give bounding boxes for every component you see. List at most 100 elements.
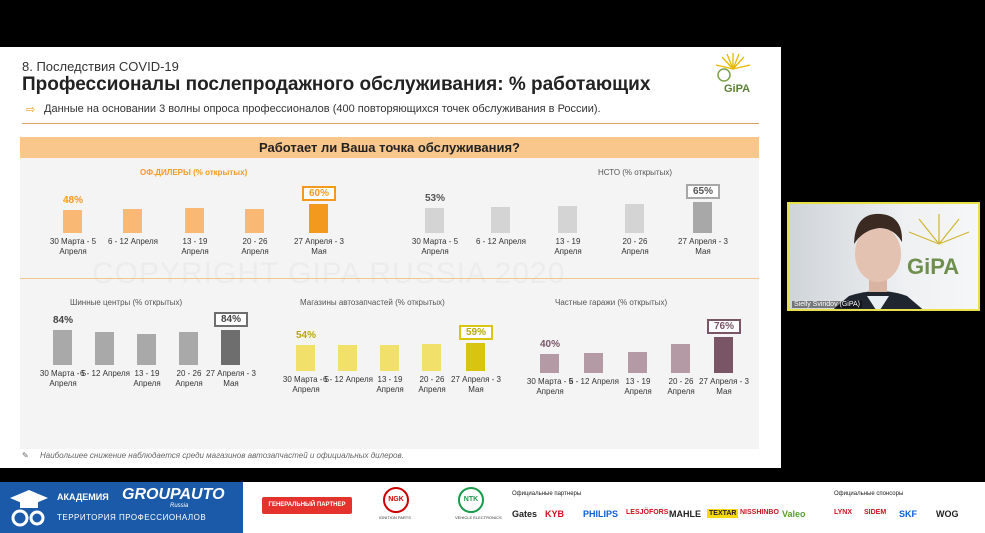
official-sponsors-label: Официальные спонсоры	[834, 491, 904, 497]
chart-bar	[137, 334, 156, 365]
chart-bar	[671, 344, 690, 373]
chart-bar	[628, 352, 647, 373]
data-label: 53%	[424, 193, 445, 204]
presenter-video: GiPA	[833, 213, 970, 309]
chart-bar	[338, 345, 357, 371]
chart-bar	[558, 206, 577, 233]
x-tick-label: 6 - 12 Апреля	[569, 377, 619, 386]
chart-bar	[625, 204, 644, 233]
chart-bar	[123, 209, 142, 233]
chart-bar	[466, 343, 485, 371]
chart-bar	[63, 210, 82, 233]
chart-title: ОФ.ДИЛЕРЫ (% открытых)	[140, 168, 248, 177]
panel-divider	[20, 278, 759, 279]
chart-bar	[179, 332, 198, 365]
slide-title: Профессионалы послепродажного обслуживан…	[22, 74, 651, 95]
x-tick-label: 30 Марта - 5 Апреля	[39, 369, 87, 388]
chart-bar	[53, 330, 72, 365]
x-tick-label: 13 - 19 Апреля	[376, 375, 404, 394]
partner-logo: Gates	[512, 509, 538, 519]
x-tick-label: 13 - 19 Апреля	[624, 377, 652, 396]
x-tick-label: 27 Апреля - 3 Мая	[699, 377, 749, 396]
x-tick-label: 20 - 26 Апреля	[621, 237, 649, 256]
sponsor-logo: SKF	[899, 509, 917, 519]
chart-bar	[95, 332, 114, 365]
academy-tagline: ТЕРРИТОРИЯ ПРОФЕССИОНАЛОВ	[57, 513, 207, 522]
footnote: Наибольшее снижение наблюдается среди ма…	[40, 451, 404, 460]
x-tick-label: 30 Марта - 5 Апреля	[49, 237, 97, 256]
presentation-slide: 8. Последствия COVID-19 Профессионалы по…	[0, 47, 781, 468]
x-tick-label: 20 - 26 Апреля	[175, 369, 203, 388]
x-tick-label: 6 - 12 Апреля	[108, 237, 158, 246]
ntk-logo: NTK	[458, 487, 484, 513]
graduation-gears-icon	[10, 490, 48, 527]
chart-title: НСТО (% открытых)	[598, 168, 672, 177]
x-tick-label: 6 - 12 Апреля	[476, 237, 526, 246]
chart-bar	[380, 345, 399, 371]
chart-bar	[309, 204, 328, 233]
data-label: 48%	[62, 195, 83, 206]
partner-logo: KYB	[545, 509, 565, 519]
chart-bar	[540, 354, 559, 373]
section-label: 8. Последствия COVID-19	[22, 59, 179, 74]
data-label: 54%	[295, 330, 316, 341]
general-partner-badge: ГЕНЕРАЛЬНЫЙ ПАРТНЕР	[262, 497, 352, 514]
x-tick-label: 13 - 19 Апреля	[554, 237, 582, 256]
x-tick-label: 20 - 26 Апреля	[418, 375, 446, 394]
sponsor-logo: WOG	[936, 509, 959, 519]
partner-logo: LESJÖFORS	[626, 509, 669, 516]
title-rule	[22, 123, 759, 124]
chart-bar	[221, 330, 240, 365]
chart-bar	[245, 209, 264, 233]
partner-logo: TEXTAR	[707, 509, 739, 518]
data-label: 84%	[214, 312, 248, 327]
chart-title: Шинные центры (% открытых)	[70, 298, 183, 307]
webcam-feed: GiPA Sielly Sviridov (GiPA)	[787, 202, 980, 311]
chart-bar	[296, 345, 315, 371]
x-tick-label: 20 - 26 Апреля	[667, 377, 695, 396]
ntk-subtitle: VEHICLE ELECTRONICS	[455, 515, 502, 520]
ngk-subtitle: IGNITION PARTS	[379, 515, 411, 520]
ngk-logo: NGK	[383, 487, 409, 513]
chart-title: Магазины автозапчастей (% открытых)	[300, 298, 445, 307]
data-label: 59%	[459, 325, 493, 340]
note-icon: ✎	[22, 451, 29, 460]
partner-logo: Valeo	[782, 509, 806, 519]
data-label: 76%	[707, 319, 741, 334]
x-tick-label: 6 - 12 Апреля	[323, 375, 373, 384]
chart-bar	[491, 207, 510, 233]
copyright-watermark: COPYRIGHT GIPA RUSSIA 2020	[92, 257, 566, 290]
x-tick-label: 30 Марта - 5 Апреля	[411, 237, 459, 256]
x-tick-label: 30 Марта - 5 Апреля	[526, 377, 574, 396]
partner-logo: PHILIPS	[583, 509, 619, 519]
data-label: 60%	[302, 186, 336, 201]
data-label: 84%	[52, 315, 73, 326]
partner-logo: NISSHINBO	[740, 509, 779, 516]
svg-text:GiPA: GiPA	[907, 254, 959, 279]
arrow-icon: ⇨	[26, 104, 36, 116]
sponsor-logo: LYNX	[834, 509, 853, 516]
academy-label: АКАДЕМИЯ	[57, 492, 109, 502]
data-label: 65%	[686, 184, 720, 199]
groupauto-russia: Russia	[170, 503, 189, 509]
x-tick-label: 27 Апреля - 3 Мая	[206, 369, 256, 388]
x-tick-label: 6 - 12 Апреля	[80, 369, 130, 378]
chart-panel	[20, 137, 759, 449]
academy-block: АКАДЕМИЯ GROUPAUTO Russia ТЕРРИТОРИЯ ПРО…	[0, 482, 243, 533]
chart-bar	[714, 337, 733, 373]
x-tick-label: 20 - 26 Апреля	[241, 237, 269, 256]
x-tick-label: 30 Марта - 5 Апреля	[282, 375, 330, 394]
slide-subtitle: Данные на основании 3 волны опроса профе…	[44, 103, 601, 115]
logo-text: GiPA	[724, 83, 750, 95]
official-partners-label: Официальные партнеры	[512, 491, 582, 497]
x-tick-label: 13 - 19 Апреля	[181, 237, 209, 256]
question-header: Работает ли Ваша точка обслуживания?	[20, 137, 759, 158]
sponsor-logo: SIDEM	[864, 509, 887, 516]
chart-bar	[185, 208, 204, 233]
groupauto-logo: GROUPAUTO	[122, 486, 225, 503]
x-tick-label: 27 Апреля - 3 Мая	[451, 375, 501, 394]
x-tick-label: 13 - 19 Апреля	[133, 369, 161, 388]
gipa-logo: GiPA	[715, 53, 751, 95]
chart-bar	[422, 344, 441, 371]
